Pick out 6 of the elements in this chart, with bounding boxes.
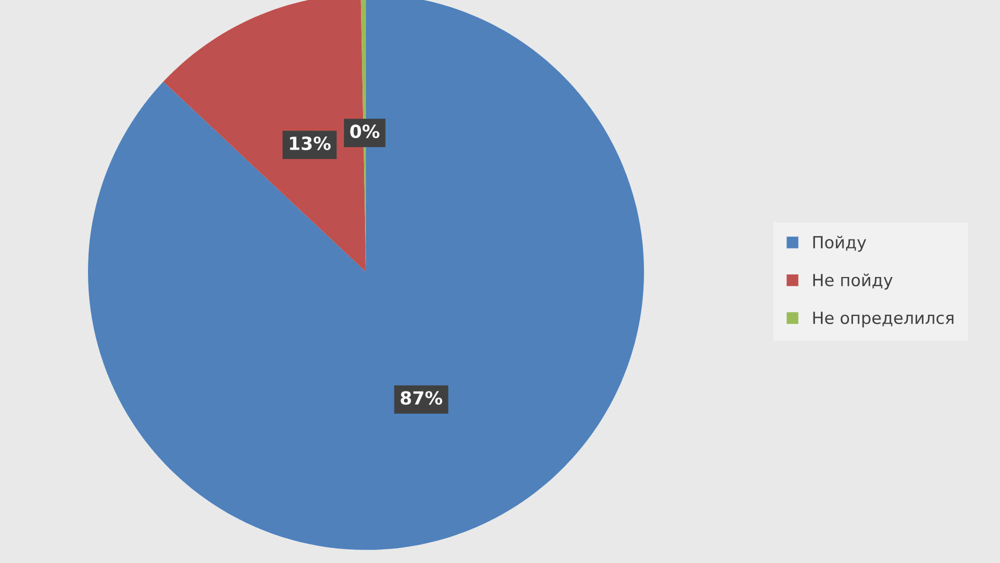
legend-label: Не определился (813, 312, 954, 328)
legend-label: Пойду (813, 236, 866, 252)
legend-label: Не пойду (813, 274, 893, 290)
data-label: 0% (350, 124, 380, 138)
data-label: 87% (400, 391, 442, 405)
data-label: 13% (290, 136, 331, 150)
